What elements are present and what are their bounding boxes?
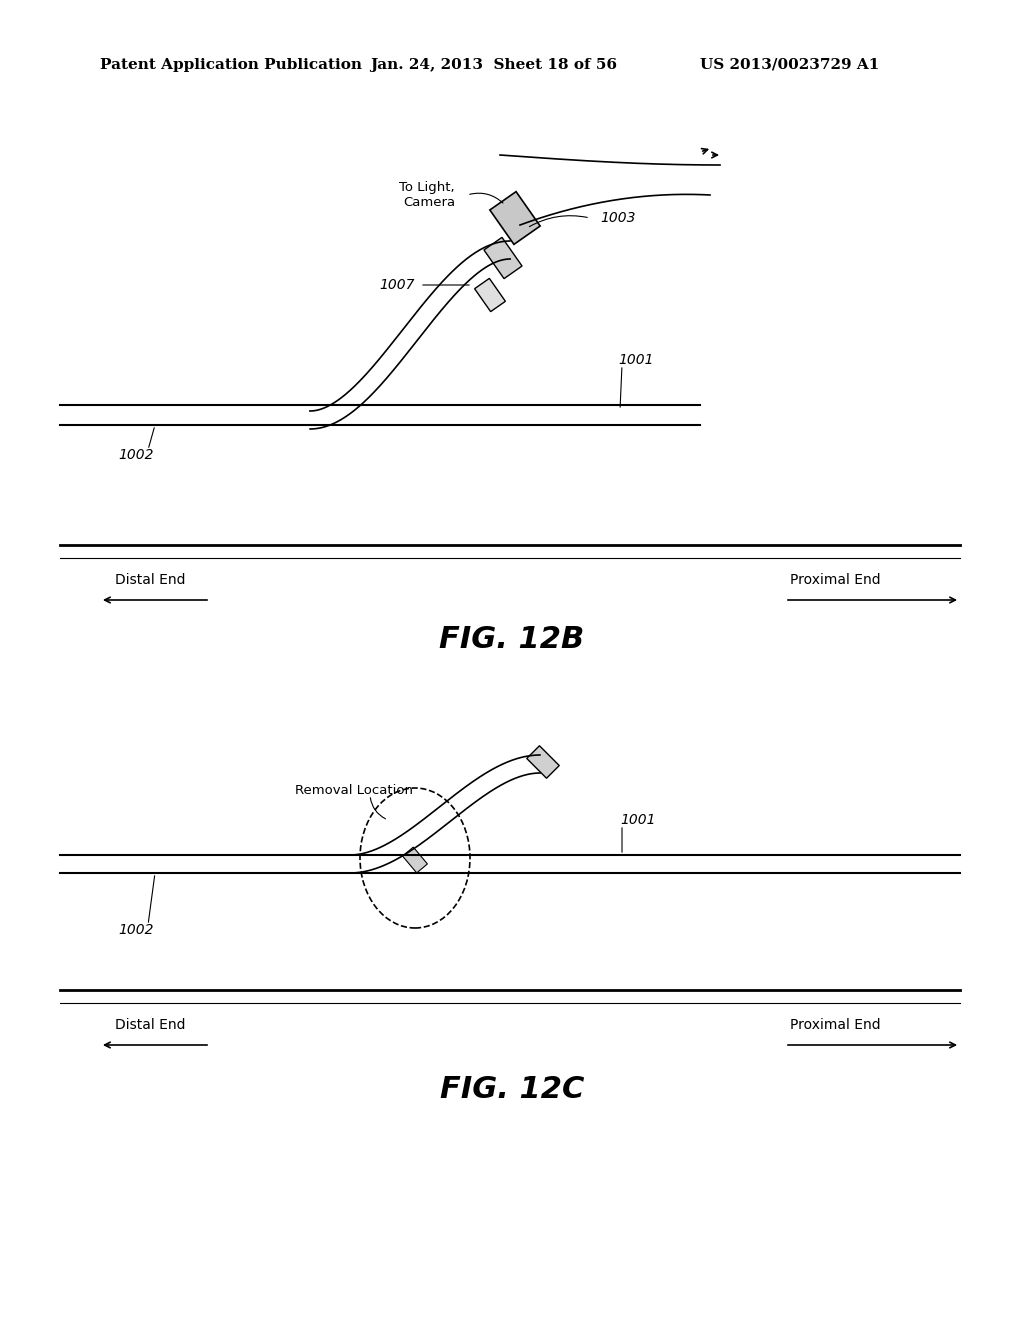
Text: Removal Location: Removal Location — [295, 784, 413, 796]
FancyBboxPatch shape — [402, 847, 427, 873]
Text: 1007: 1007 — [380, 279, 415, 292]
FancyBboxPatch shape — [474, 279, 506, 312]
Text: FIG. 12B: FIG. 12B — [439, 626, 585, 655]
Text: Distal End: Distal End — [115, 573, 185, 587]
Text: 1002: 1002 — [118, 447, 154, 462]
Text: Proximal End: Proximal End — [790, 1018, 881, 1032]
Text: 1001: 1001 — [618, 352, 653, 367]
FancyBboxPatch shape — [526, 746, 559, 779]
Text: 1002: 1002 — [118, 923, 154, 937]
FancyBboxPatch shape — [489, 191, 540, 244]
Text: 1001: 1001 — [620, 813, 655, 828]
Text: Patent Application Publication: Patent Application Publication — [100, 58, 362, 73]
Text: Distal End: Distal End — [115, 1018, 185, 1032]
Text: 1003: 1003 — [600, 211, 636, 224]
Text: To Light,
Camera: To Light, Camera — [399, 181, 455, 209]
Text: Proximal End: Proximal End — [790, 573, 881, 587]
Text: Jan. 24, 2013  Sheet 18 of 56: Jan. 24, 2013 Sheet 18 of 56 — [370, 58, 617, 73]
Text: FIG. 12C: FIG. 12C — [440, 1076, 584, 1105]
FancyBboxPatch shape — [484, 238, 522, 279]
Text: US 2013/0023729 A1: US 2013/0023729 A1 — [700, 58, 880, 73]
